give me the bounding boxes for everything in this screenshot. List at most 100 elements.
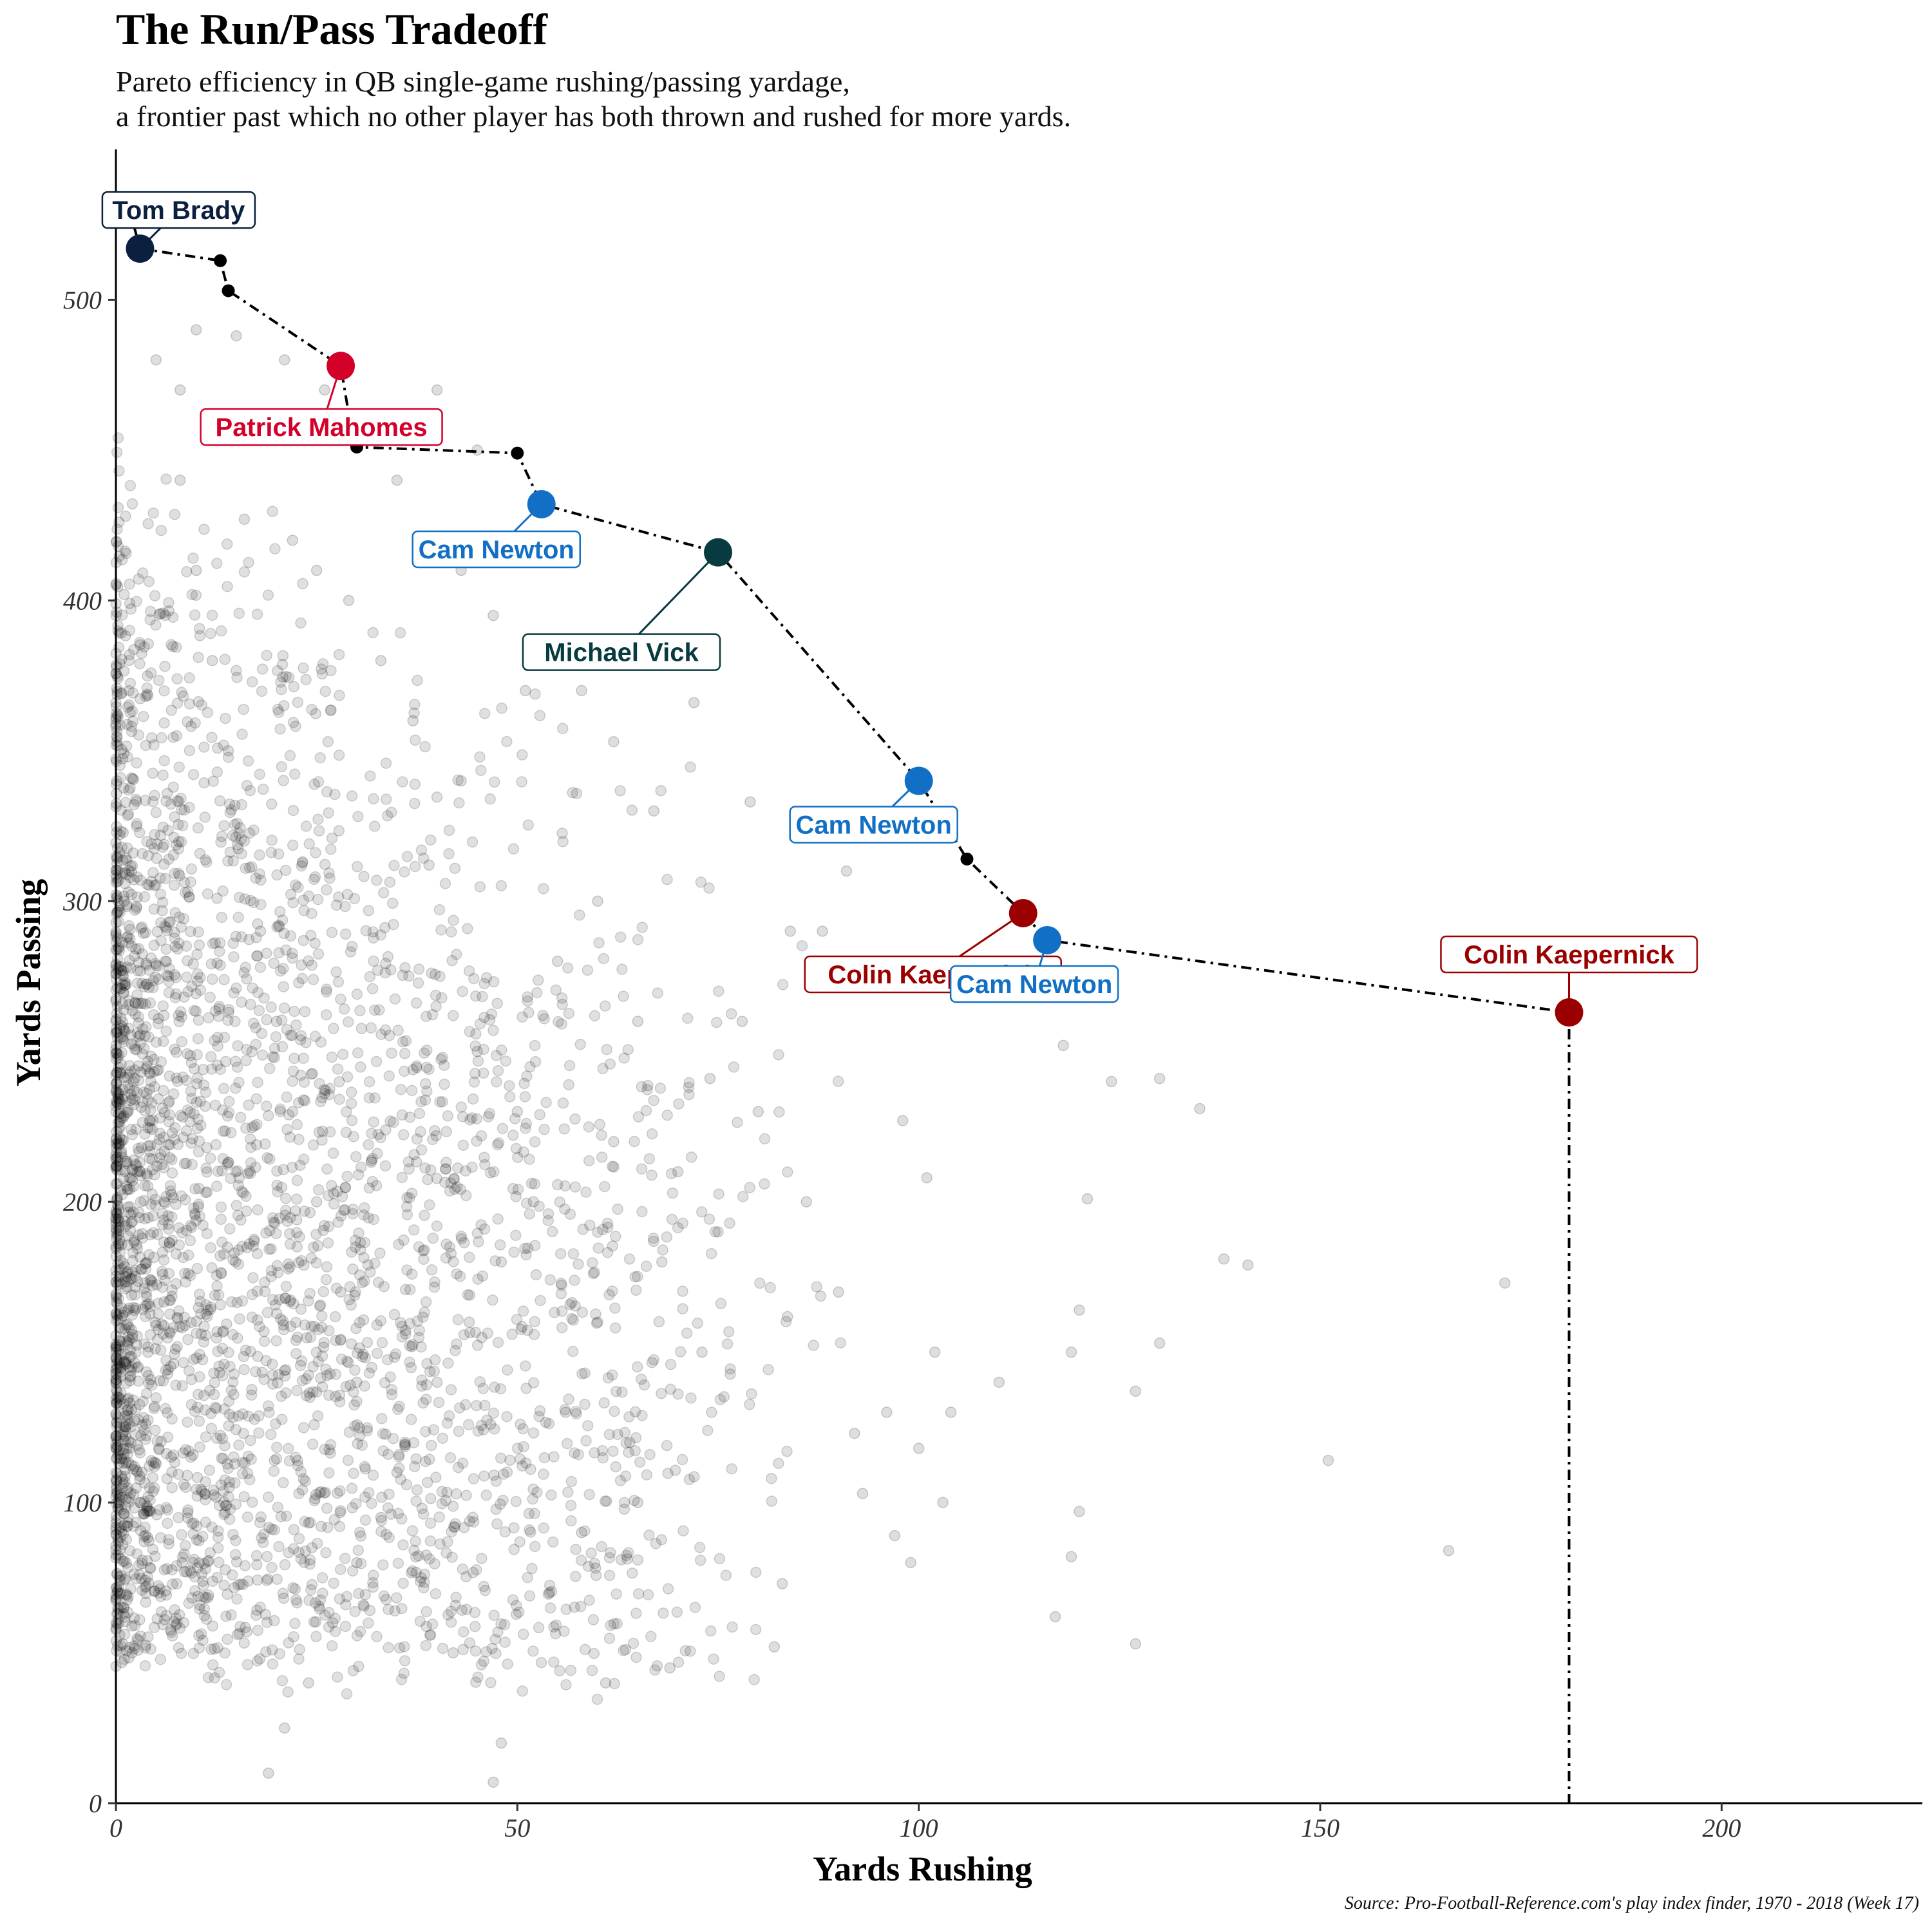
data-point [256, 685, 268, 697]
data-point [214, 795, 226, 807]
data-point [424, 1517, 437, 1530]
data-point [199, 1488, 211, 1501]
data-point [430, 1130, 442, 1142]
data-point [120, 1283, 131, 1294]
data-point [759, 1178, 770, 1190]
data-point [475, 1659, 488, 1671]
data-point [522, 991, 533, 1003]
data-point [287, 1075, 299, 1087]
data-point [383, 1070, 395, 1082]
data-point [462, 923, 473, 934]
data-point [298, 1422, 310, 1434]
data-point [524, 1061, 536, 1073]
data-point [1049, 1611, 1061, 1623]
data-point [628, 1495, 640, 1506]
data-point [124, 1083, 136, 1094]
data-point [305, 1517, 316, 1528]
data-point [171, 1072, 182, 1084]
data-point [514, 1536, 526, 1548]
data-point [457, 985, 468, 998]
data-point [117, 1022, 129, 1034]
data-point [307, 1438, 319, 1450]
data-point [643, 1530, 655, 1541]
data-point [140, 1258, 151, 1269]
highlighted-point [126, 234, 155, 263]
data-point [215, 836, 227, 848]
data-point [458, 1329, 470, 1341]
data-point [316, 1350, 328, 1362]
data-point [122, 808, 135, 820]
data-point [278, 1477, 289, 1489]
data-point [118, 895, 130, 907]
data-point [696, 1346, 708, 1358]
data-point [375, 1028, 387, 1040]
data-point [225, 1296, 238, 1308]
data-point [131, 757, 142, 769]
data-point [211, 1571, 223, 1584]
data-point [359, 1589, 372, 1600]
data-point [652, 987, 663, 999]
data-point [449, 862, 461, 875]
data-point [277, 1587, 289, 1600]
data-point [312, 948, 325, 960]
data-point [122, 751, 133, 763]
data-point [451, 1181, 463, 1193]
data-point [586, 1665, 598, 1676]
data-point [773, 1457, 784, 1470]
player-label: Patrick Mahomes [216, 413, 428, 442]
data-point [321, 1163, 333, 1175]
data-point [348, 893, 361, 905]
data-point [225, 1609, 237, 1621]
data-point [123, 864, 135, 876]
data-point [672, 1656, 685, 1668]
data-point [647, 1232, 659, 1244]
data-point [118, 1036, 130, 1048]
data-point [563, 1079, 574, 1091]
data-point [409, 734, 421, 746]
data-point [567, 1248, 580, 1260]
data-point [150, 1036, 162, 1048]
data-point [334, 1485, 346, 1497]
y-tick-label: 0 [89, 1789, 102, 1818]
data-point [419, 1306, 430, 1318]
data-point [587, 1614, 600, 1625]
data-point [260, 1227, 272, 1239]
data-point [220, 712, 231, 724]
data-point [298, 1557, 310, 1569]
data-point [529, 1039, 541, 1052]
data-point [222, 1633, 233, 1645]
data-point [603, 1428, 616, 1441]
data-point [665, 1168, 677, 1180]
data-point [298, 662, 309, 674]
data-point [284, 1296, 296, 1308]
data-point [571, 1408, 582, 1420]
x-tick-label: 200 [1702, 1814, 1741, 1842]
data-point [184, 1565, 196, 1577]
data-point [618, 1645, 629, 1656]
data-point [238, 513, 251, 526]
data-point [136, 1142, 147, 1153]
data-point [412, 977, 424, 989]
data-point [330, 966, 342, 978]
data-point [405, 1414, 417, 1425]
data-point [225, 804, 238, 816]
data-point [299, 1545, 311, 1557]
data-point [597, 1224, 609, 1236]
data-point [115, 1278, 128, 1290]
data-point [467, 1567, 479, 1578]
data-point [393, 1462, 405, 1474]
data-point [419, 1162, 431, 1174]
data-point [368, 932, 379, 944]
data-point [290, 1452, 301, 1463]
data-point [576, 1306, 589, 1318]
data-point [139, 795, 151, 806]
data-point [118, 665, 130, 677]
data-point [340, 1381, 352, 1392]
data-point [148, 1403, 160, 1414]
data-point [133, 1559, 145, 1571]
data-point [334, 1389, 346, 1401]
data-point [609, 1405, 620, 1417]
data-point [269, 1615, 280, 1627]
data-point [430, 1588, 442, 1600]
data-point [353, 1587, 365, 1600]
